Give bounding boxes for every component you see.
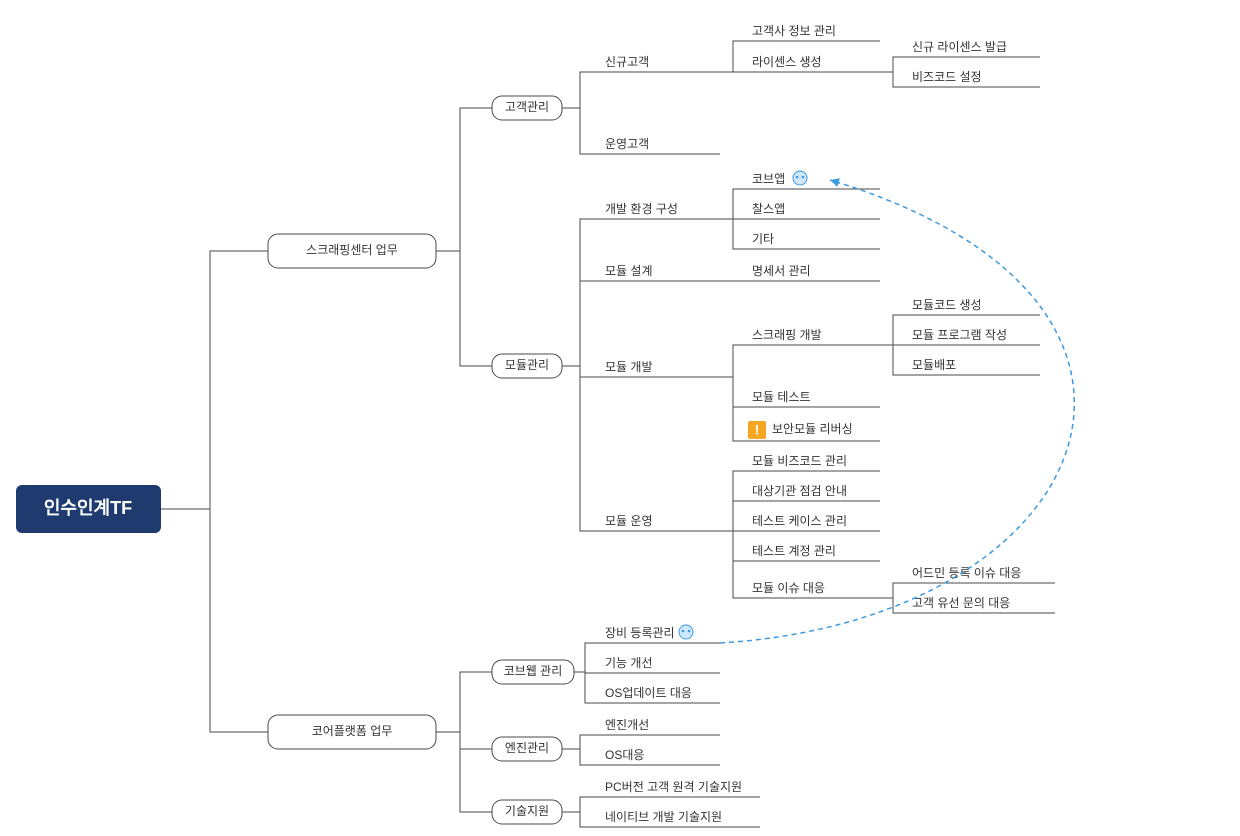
leaf-adminissue: 어드민 등록 이슈 대응: [906, 566, 1055, 583]
svg-text:모듈 운영: 모듈 운영: [605, 514, 653, 528]
svg-text:모듈 개발: 모듈 개발: [605, 360, 653, 374]
svg-text:기능 개선: 기능 개선: [605, 656, 653, 670]
leaf-pcremote: PC버전 고객 원격 기술지원: [599, 780, 760, 797]
leaf-testacct: 테스트 계정 관리: [746, 544, 880, 561]
svg-text:기타: 기타: [752, 232, 774, 246]
svg-text:PC버전 고객 원격 기술지원: PC버전 고객 원격 기술지원: [605, 780, 742, 794]
leaf-opcust: 운영고객: [599, 137, 720, 154]
svg-text:OS대응: OS대응: [605, 748, 644, 762]
leaf-testcase: 테스트 케이스 관리: [746, 514, 880, 531]
scraping-label: 스크래핑센터 업무: [306, 243, 398, 257]
leaf-secrev: ! 보안모듈 리버싱: [746, 421, 880, 441]
svg-text:모듈 비즈코드 관리: 모듈 비즈코드 관리: [752, 454, 847, 468]
svg-text:테스트 계정 관리: 테스트 계정 관리: [752, 544, 836, 558]
kob-label: 코브웹 관리: [504, 664, 563, 678]
svg-text:신규 라이센스 발급: 신규 라이센스 발급: [912, 40, 1007, 54]
module-label: 모듈관리: [505, 358, 549, 372]
leaf-scrapdev: 스크래핑 개발: [746, 328, 880, 345]
svg-text:모듈 프로그램 작성: 모듈 프로그램 작성: [912, 328, 1007, 342]
leaf-modcode: 모듈코드 생성: [906, 298, 1040, 315]
svg-text:찰스앱: 찰스앱: [752, 202, 785, 216]
leaf-modbiz: 모듈 비즈코드 관리: [746, 454, 880, 471]
leaf-newcust: 신규고객: [599, 55, 720, 72]
leaf-bizcode: 비즈코드 설정: [906, 70, 1040, 87]
svg-text:!: !: [755, 422, 760, 438]
svg-text:어드민 등록 이슈 대응: 어드민 등록 이슈 대응: [912, 566, 1021, 580]
svg-text:엔진개선: 엔진개선: [605, 718, 649, 732]
leaf-moddesign: 모듈 설계: [599, 264, 720, 281]
leaf-moddev: 모듈 개발: [599, 360, 720, 377]
svg-text:모듈 테스트: 모듈 테스트: [752, 390, 811, 404]
svg-text:모듈 설계: 모듈 설계: [605, 264, 653, 278]
leaf-devenv: 개발 환경 구성: [599, 202, 720, 219]
svg-text:신규고객: 신규고객: [605, 55, 649, 69]
leaf-kobapp: 코브앱: [746, 171, 880, 189]
leaf-engimp: 엔진개선: [599, 718, 720, 735]
svg-text:대상기관 점검 안내: 대상기관 점검 안내: [752, 484, 847, 498]
leaf-custinfo: 고객사 정보 관리: [746, 24, 880, 41]
svg-text:운영고객: 운영고객: [605, 137, 649, 151]
tech-node: 기술지원: [492, 800, 562, 824]
leaf-modop: 모듈 운영: [599, 514, 720, 531]
leaf-modtest: 모듈 테스트: [746, 390, 880, 407]
tech-label: 기술지원: [505, 804, 549, 818]
root-node: 인수인계TF: [16, 485, 161, 533]
leaf-spec: 명세서 관리: [746, 264, 880, 281]
module-node: 모듈관리: [492, 354, 562, 378]
leaf-osupdate: OS업데이트 대응: [599, 686, 720, 703]
leaf-improve: 기능 개선: [599, 656, 720, 673]
core-node: 코어플랫폼 업무: [268, 715, 436, 749]
svg-text:네이티브 개발 기술지원: 네이티브 개발 기술지원: [605, 810, 722, 824]
leaf-osresp: OS대응: [599, 748, 720, 765]
leaf-modprog: 모듈 프로그램 작성: [906, 328, 1040, 345]
leaf-custwire: 고객 유선 문의 대응: [906, 596, 1055, 613]
svg-text:스크래핑 개발: 스크래핑 개발: [752, 328, 822, 342]
leaf-newlic: 신규 라이센스 발급: [906, 40, 1040, 57]
svg-text:개발 환경 구성: 개발 환경 구성: [605, 202, 678, 216]
leaf-lic: 라이센스 생성: [746, 55, 880, 72]
leaf-etc: 기타: [746, 232, 880, 249]
leaf-charles: 찰스앱: [746, 202, 880, 219]
svg-text:OS업데이트 대응: OS업데이트 대응: [605, 686, 692, 700]
root-label: 인수인계TF: [44, 498, 132, 518]
cust-label: 고객관리: [505, 100, 549, 114]
svg-text:라이센스 생성: 라이센스 생성: [752, 55, 822, 69]
cust-node: 고객관리: [492, 96, 562, 120]
svg-text:명세서 관리: 명세서 관리: [752, 264, 811, 278]
leaf-native: 네이티브 개발 기술지원: [599, 810, 760, 827]
engine-label: 엔진관리: [505, 741, 549, 755]
mindmap-diagram: 인수인계TF 스크래핑센터 업무 코어플랫폼 업무 고객관리 모듈관리 코브웹 …: [0, 0, 1240, 836]
svg-text:모듈배포: 모듈배포: [912, 358, 956, 372]
leaf-devreg: 장비 등록관리: [599, 625, 720, 643]
kob-node: 코브웹 관리: [492, 660, 574, 684]
robot-icon: [679, 625, 693, 639]
engine-node: 엔진관리: [492, 737, 562, 761]
scraping-node: 스크래핑센터 업무: [268, 234, 436, 268]
svg-text:테스트 케이스 관리: 테스트 케이스 관리: [752, 514, 847, 528]
svg-text:비즈코드 설정: 비즈코드 설정: [912, 70, 982, 84]
leaf-modissue: 모듈 이슈 대응: [746, 581, 880, 598]
svg-text:보안모듈 리버싱: 보안모듈 리버싱: [772, 422, 853, 436]
leaf-moddeploy: 모듈배포: [906, 358, 1040, 375]
robot-icon: [793, 171, 807, 185]
svg-text:모듈 이슈 대응: 모듈 이슈 대응: [752, 581, 825, 595]
core-label: 코어플랫폼 업무: [312, 724, 393, 738]
svg-text:코브앱: 코브앱: [752, 172, 785, 186]
leaf-inspect: 대상기관 점검 안내: [746, 484, 880, 501]
svg-text:고객사 정보 관리: 고객사 정보 관리: [752, 24, 836, 38]
svg-text:고객 유선 문의 대응: 고객 유선 문의 대응: [912, 596, 1010, 610]
svg-text:장비 등록관리: 장비 등록관리: [605, 626, 675, 640]
svg-text:모듈코드 생성: 모듈코드 생성: [912, 298, 982, 312]
